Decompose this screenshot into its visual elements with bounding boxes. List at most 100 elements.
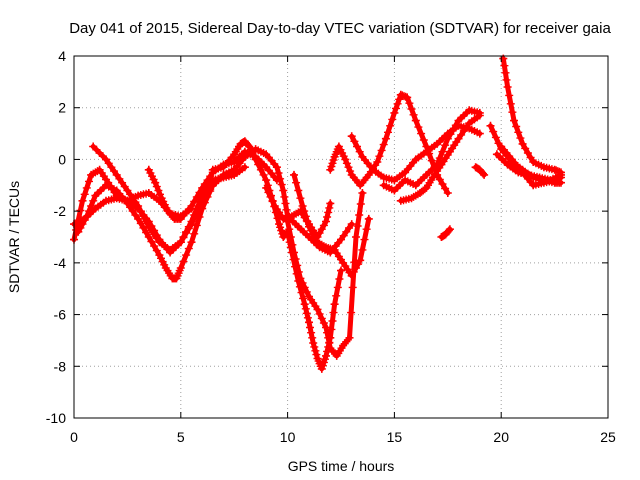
data-point-marker [355,211,364,219]
data-point [475,129,484,138]
data-point-marker [74,216,83,225]
data-point-marker [307,328,316,337]
data-point-marker [375,152,384,161]
data-point-marker [268,197,277,206]
data-point [337,266,345,275]
data-point-marker [317,314,326,323]
data-point-marker [85,177,93,186]
data-point-marker [451,121,460,130]
data-point-marker [335,275,344,283]
data-point-marker [441,184,450,193]
series-track-9 [283,189,367,360]
x-tick-label: 5 [177,429,185,445]
data-point-marker [85,207,93,216]
data-point [443,134,452,143]
data-point-marker [301,212,310,221]
data-point-marker [324,208,333,217]
y-tick-label: 4 [58,48,66,64]
data-point-marker [419,136,428,144]
y-tick-label: -2 [54,203,67,219]
data-point [305,318,313,327]
data-point [187,238,196,247]
series-track-16 [471,163,489,179]
data-point-marker [156,190,164,199]
data-point-marker [300,283,309,292]
data-point-marker [356,200,365,208]
data-point-marker [288,240,297,249]
data-point-marker [182,251,191,260]
data-point [262,183,271,192]
x-tick-label: 15 [387,429,403,445]
data-point-marker [449,125,458,134]
data-point-marker [347,308,356,317]
series-track-14 [396,111,484,205]
data-point-marker [521,144,530,153]
data-point [356,256,365,265]
data-point-marker [302,309,311,318]
data-point-marker [184,244,193,253]
data-point-marker [501,68,510,77]
data-point-marker [298,278,307,287]
data-point-marker [266,192,275,201]
data-point-marker [281,199,290,208]
data-point-marker [293,261,302,270]
data-point [300,300,309,309]
data-point [290,170,298,179]
data-point-marker [139,212,148,221]
x-tick-label: 25 [600,429,616,445]
y-tick-label: -6 [54,307,67,323]
data-point-marker [136,207,145,216]
data-point-marker [325,339,334,347]
data-point [364,214,373,223]
data-point-marker [82,183,91,192]
data-point-marker [147,237,156,246]
data-point-marker [292,178,301,187]
data-point-marker [142,217,151,226]
series-layer [70,54,565,373]
data-point-marker [427,156,436,165]
data-point [151,178,160,187]
x-tick-label: 10 [280,429,296,445]
data-point-marker [438,180,447,188]
data-point-marker [358,245,367,254]
data-point [82,212,91,221]
tick-layer [73,55,609,419]
data-point [518,139,527,148]
data-point [240,163,249,172]
data-point [176,238,185,247]
y-tick-label: -10 [46,410,66,426]
data-point-marker [190,197,199,206]
data-point [411,116,420,125]
data-point-marker [184,224,193,233]
x-tick-label: 20 [493,429,509,445]
data-point-marker [300,207,309,216]
data-point-marker [303,217,312,226]
data-point-marker [353,222,362,230]
data-point-marker [264,188,273,197]
data-point-marker [325,203,334,212]
series-track-3 [89,142,239,254]
y-tick-label: 2 [58,100,66,116]
data-point [322,217,330,226]
data-point-marker [377,146,386,155]
data-point-marker [332,291,341,300]
data-point [296,274,305,283]
data-point-marker [192,208,201,217]
data-point [262,176,271,185]
data-point-marker [291,255,300,263]
data-point-marker [435,175,444,184]
data-point-marker [414,123,423,132]
data-point [290,248,298,257]
data-point-marker [350,137,359,146]
data-point-marker [384,128,392,137]
series-track-10 [290,170,373,280]
data-point-marker [516,134,525,143]
data-point [443,189,452,197]
data-point-marker [192,221,201,230]
data-point-marker [328,317,337,325]
data-point-marker [256,165,265,174]
data-point-marker [195,202,204,211]
data-point-marker [323,213,332,221]
data-point-marker [523,149,532,157]
